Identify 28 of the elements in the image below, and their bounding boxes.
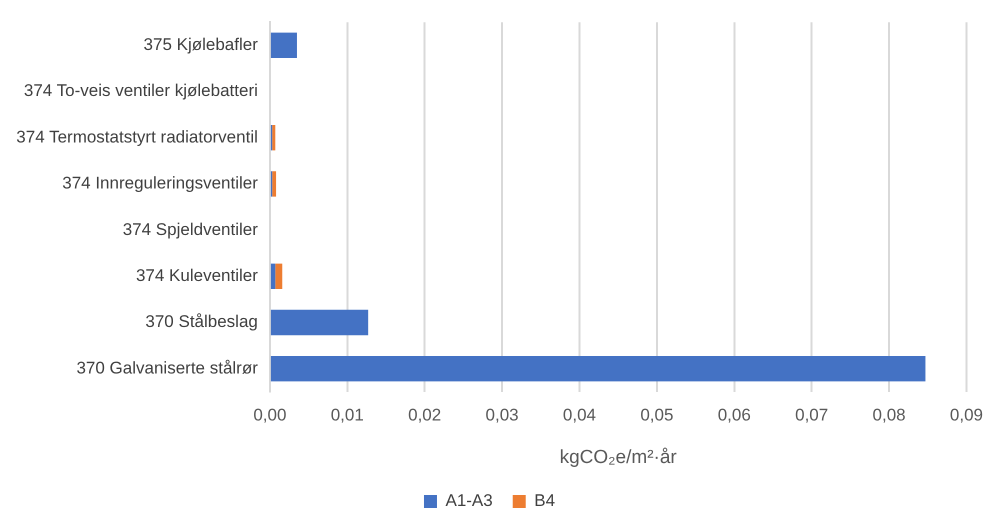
x-tick-label: 0,09 <box>950 406 984 425</box>
bar <box>270 264 276 290</box>
bar <box>270 356 926 382</box>
x-tick-label: 0,07 <box>795 406 828 425</box>
y-tick-label: 374 Kuleventiler <box>136 266 258 285</box>
legend-label: A1-A3 <box>445 491 493 510</box>
y-tick-label: 375 Kjølebafler <box>144 34 258 54</box>
bar <box>272 124 276 150</box>
y-tick-label: 374 Spjeldventiler <box>122 220 258 239</box>
x-tick-label: 0,06 <box>718 406 751 425</box>
y-tick-label: 374 Innreguleringsventiler <box>62 174 258 193</box>
x-tick-label: 0,05 <box>640 406 674 425</box>
y-tick-label: 370 Galvaniserte stålrør <box>76 358 258 378</box>
x-tick-label: 0,00 <box>253 406 286 425</box>
x-tick-label: 0,03 <box>486 406 519 425</box>
y-tick-label: 370 Stålbeslag <box>145 312 258 332</box>
x-tick-label: 0,01 <box>330 406 364 425</box>
bar <box>275 264 282 290</box>
bar <box>270 310 368 336</box>
x-tick-label: 0,08 <box>872 406 906 425</box>
x-axis-title: kgCO₂e/m²·år <box>560 446 678 468</box>
x-tick-label: 0,02 <box>408 406 442 425</box>
bar <box>272 171 276 197</box>
bar <box>270 32 297 58</box>
x-tick-label: 0,04 <box>562 406 596 425</box>
y-tick-label: 374 To-veis ventiler kjølebatteri <box>24 81 258 100</box>
legend-label: B4 <box>534 491 556 510</box>
y-tick-label: 374 Termostatstyrt radiatorventil <box>16 127 258 146</box>
